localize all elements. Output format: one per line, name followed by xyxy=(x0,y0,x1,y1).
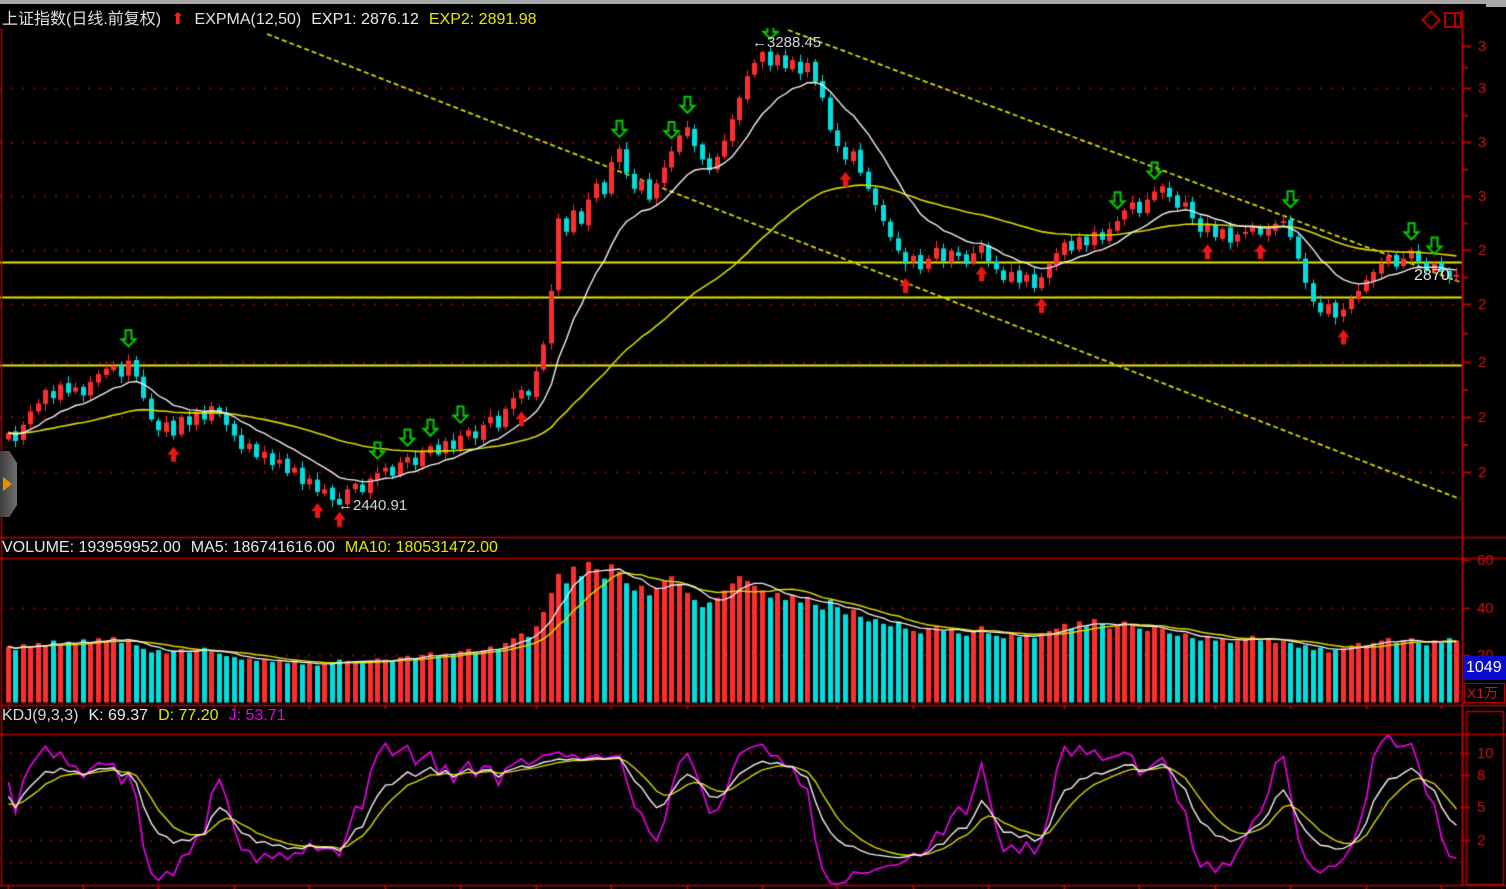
current-volume-box: 1049 xyxy=(1464,656,1506,680)
window-top-edge xyxy=(0,0,1506,4)
indicator-name: EXPMA(12,50) xyxy=(194,11,302,28)
main-chart-header: 上证指数(日线.前复权) ⬆ EXPMA(12,50) EXP1: 2876.12 EX… xyxy=(2,5,547,29)
volume-unit-label: X1万 xyxy=(1464,683,1505,703)
kdj-pane[interactable] xyxy=(0,734,1462,885)
volume-ma5: MA5: 186741616.00 xyxy=(190,539,335,556)
sidebar-expand-handle[interactable] xyxy=(0,451,17,517)
main-chart-pane[interactable] xyxy=(0,28,1462,537)
kdj-header: KDJ(9,3,3) K: 69.37 D: 77.20 J: 53.71 xyxy=(2,707,296,725)
exp1-value: EXP1: 2876.12 xyxy=(311,11,419,28)
window-corner-block xyxy=(1486,0,1506,7)
expand-arrow-icon xyxy=(3,477,12,491)
volume-ma10: MA10: 180531472.00 xyxy=(344,539,498,556)
instrument-title: 上证指数(日线.前复权) xyxy=(2,11,162,28)
low-price-annotation: ←2440.91 xyxy=(338,497,408,514)
kdj-j-value: J: 53.71 xyxy=(228,707,286,724)
exp2-value: EXP2: 2891.98 xyxy=(428,11,537,28)
split-window-icon-bar xyxy=(1454,14,1456,26)
volume-value: VOLUME: 193959952.00 xyxy=(2,539,181,556)
kdj-d-value: D: 77.20 xyxy=(158,707,219,724)
volume-pane[interactable] xyxy=(0,558,1462,705)
split-window-icon[interactable] xyxy=(1444,12,1462,28)
kdj-title: KDJ(9,3,3) xyxy=(2,707,79,724)
volume-header: VOLUME: 193959952.00 MA5: 186741616.00 MA1… xyxy=(2,539,508,557)
last-price-label: 2870. xyxy=(1414,267,1455,284)
up-arrow-icon: ⬆ xyxy=(171,11,185,28)
high-price-annotation: ←3288.45 xyxy=(752,34,822,51)
kdj-k-value: K: 69.37 xyxy=(88,707,149,724)
